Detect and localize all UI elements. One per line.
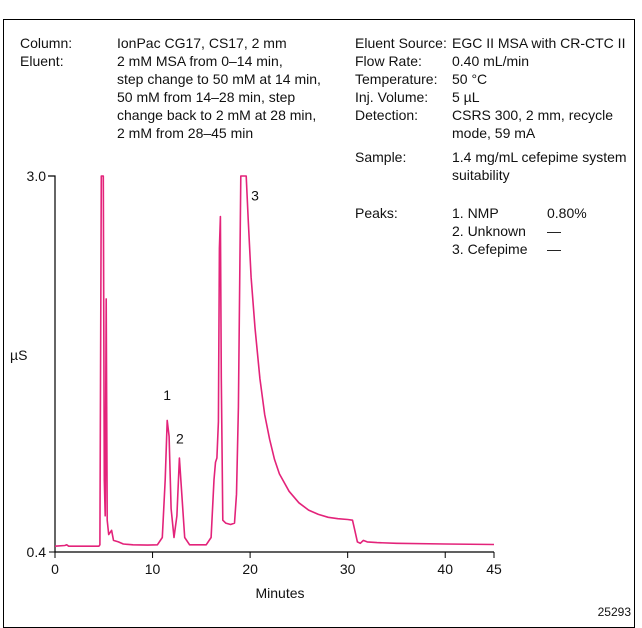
series-group	[54, 175, 495, 548]
condition-value: 50 mM from 14–28 min, step	[117, 89, 295, 105]
conditions-left-block: Column: IonPac CG17, CS17, 2 mm Eluent: …	[20, 35, 321, 141]
peak-number-label: 2	[176, 431, 184, 447]
peaks-table: Peaks: 1. NMP 0.80% 2. Unknown — 3. Cefe…	[355, 205, 587, 257]
condition-value: CSRS 300, 2 mm, recycle	[452, 107, 613, 123]
condition-value: 2 mM from 28–45 min	[117, 125, 253, 141]
y-axis-ticks: 3.0 0.4	[27, 168, 55, 560]
peak-number-label: 1	[163, 387, 171, 403]
x-axis-label: Minutes	[255, 585, 304, 601]
condition-label: Temperature:	[355, 71, 437, 87]
condition-label: Column:	[20, 35, 72, 51]
y-tick-label: 0.4	[27, 544, 47, 560]
condition-value: step change to 50 mM at 14 min,	[117, 71, 321, 87]
condition-label: Eluent Source:	[355, 35, 447, 51]
x-axis-ticks: 0 10 20 30 40 45	[51, 552, 502, 577]
condition-label: Detection:	[355, 107, 418, 123]
figure-id: 25293	[598, 605, 632, 619]
condition-value: 2 mM MSA from 0–14 min,	[117, 53, 283, 69]
y-axis-label: µS	[10, 347, 27, 363]
x-tick-label: 10	[145, 561, 161, 577]
condition-value: change back to 2 mM at 28 min,	[117, 107, 316, 123]
condition-label: Sample:	[355, 149, 406, 165]
condition-value: 50 °C	[452, 71, 487, 87]
x-tick-label: 0	[51, 561, 59, 577]
condition-label: Flow Rate:	[355, 53, 422, 69]
condition-value: 5 µL	[452, 89, 480, 105]
x-tick-label: 45	[486, 561, 502, 577]
axes-frame	[48, 175, 494, 553]
condition-value: 1.4 mg/mL cefepime system	[452, 149, 627, 165]
x-tick-label: 30	[340, 561, 356, 577]
condition-value: suitability	[452, 167, 510, 183]
peak-name: 2. Unknown	[452, 223, 526, 239]
condition-label: Eluent:	[20, 53, 64, 69]
y-tick-label: 3.0	[27, 168, 47, 184]
x-tick-label: 20	[242, 561, 258, 577]
peak-name: 3. Cefepime	[452, 241, 528, 257]
peak-value: 0.80%	[547, 205, 587, 221]
conditions-right-block: Eluent Source: EGC II MSA with CR-CTC II…	[355, 35, 627, 183]
peak-number-label: 3	[251, 188, 259, 204]
peak-value: —	[547, 241, 561, 257]
peak-labels: 1 2 3	[163, 188, 259, 447]
condition-value: EGC II MSA with CR-CTC II	[452, 35, 625, 51]
peak-value: —	[547, 223, 561, 239]
chromatogram-trace	[54, 175, 495, 548]
x-tick-label: 40	[437, 561, 453, 577]
condition-value: IonPac CG17, CS17, 2 mm	[117, 35, 287, 51]
peak-name: 1. NMP	[452, 205, 499, 221]
condition-value: 0.40 mL/min	[452, 53, 529, 69]
condition-label: Inj. Volume:	[355, 89, 428, 105]
peaks-label: Peaks:	[355, 205, 398, 221]
condition-value: mode, 59 mA	[452, 125, 536, 141]
